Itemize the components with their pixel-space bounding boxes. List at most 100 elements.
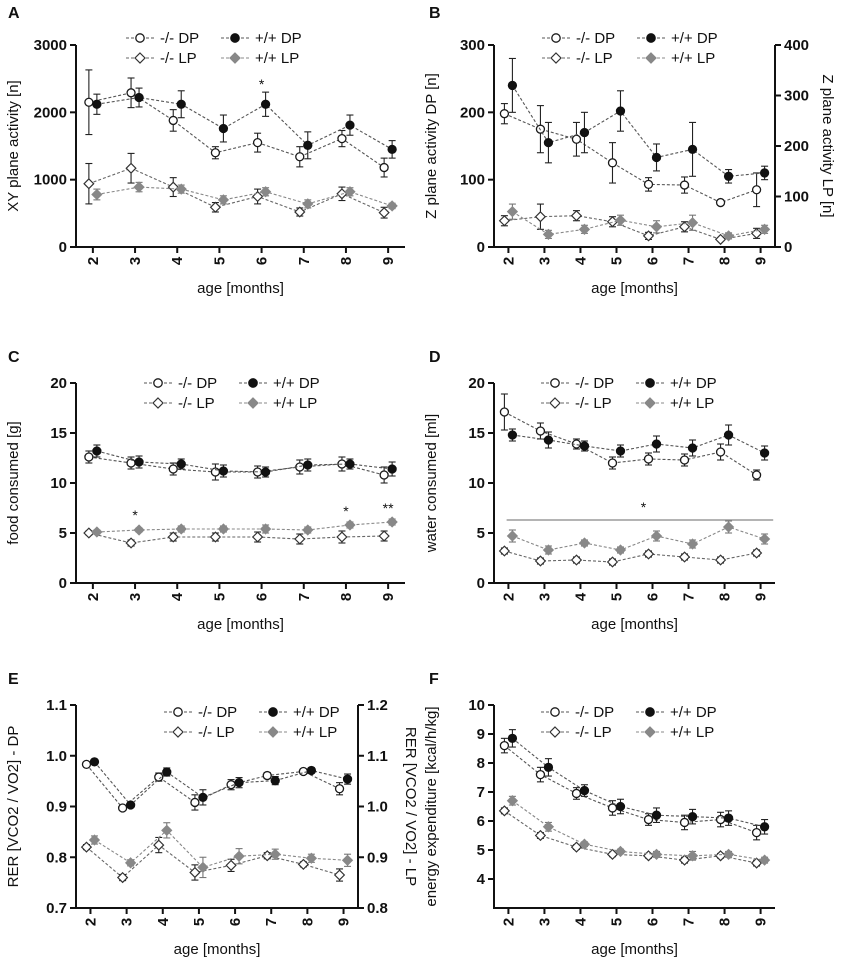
data-point (133, 524, 145, 536)
data-point (651, 810, 662, 820)
legend-marker (267, 726, 279, 738)
data-point (336, 531, 348, 543)
data-point (84, 452, 94, 462)
legend-marker (134, 52, 146, 64)
legend-marker (550, 378, 560, 388)
data-point (714, 850, 727, 862)
series-line (88, 532, 385, 544)
panel-label: A (8, 5, 20, 22)
data-point (571, 788, 582, 799)
legend-marker (550, 52, 562, 64)
data-point (678, 551, 691, 563)
series-line (96, 521, 393, 533)
chart-panel-f: F 4 5 6 7 8 9 10 2 3 4 5 6 7 8 9 age [months] energy expe… (423, 671, 775, 958)
x-axis-label: age [months] (591, 280, 678, 297)
x-tick-label: 9 (753, 257, 770, 265)
chart-panel-d: D 0 5 10 15 20 2 3 4 5 6 7 8 9 age [months] water consu… (423, 349, 775, 633)
data-point (345, 459, 355, 469)
data-point (615, 801, 626, 812)
series-wt-dp (92, 87, 397, 160)
data-point (643, 454, 654, 464)
series-line (96, 450, 393, 473)
panel-label: E (8, 671, 19, 688)
data-point (168, 115, 178, 126)
x-tick-label: 9 (380, 257, 397, 265)
series-line (512, 211, 765, 237)
data-point (506, 795, 519, 807)
series-line (512, 737, 765, 828)
y-tick-label: 20 (50, 375, 67, 392)
data-point (750, 547, 763, 559)
y-tick-label: 5 (59, 525, 67, 542)
data-point (751, 470, 762, 480)
x-tick-label: 4 (572, 256, 589, 265)
legend-marker (268, 707, 278, 717)
data-point (498, 215, 511, 227)
series-wt-dp (89, 757, 353, 810)
data-point (758, 854, 771, 866)
data-point (759, 822, 770, 832)
data-point (570, 210, 583, 222)
data-point (297, 858, 310, 871)
y-tick-label-right: 400 (784, 37, 809, 54)
data-point (759, 168, 770, 178)
legend: -/- DP +/+ DP -/- LP +/+ LP (164, 704, 340, 741)
data-point (168, 464, 178, 474)
data-point (686, 538, 699, 550)
data-point (643, 179, 654, 190)
x-axis-label: age [months] (591, 941, 678, 958)
data-point (92, 446, 102, 456)
legend-label: +/+ LP (670, 395, 714, 412)
x-tick-label: 6 (645, 257, 662, 265)
data-point (344, 519, 356, 531)
data-point (175, 183, 187, 195)
data-point (543, 435, 554, 445)
data-point (251, 531, 264, 543)
legend-marker (645, 378, 655, 388)
x-tick-label: 3 (536, 257, 553, 265)
data-point (260, 99, 271, 109)
data-point (579, 127, 590, 138)
x-axis-label: age [months] (197, 280, 284, 297)
data-point (607, 158, 618, 168)
data-point (210, 148, 221, 158)
data-point (614, 845, 627, 858)
data-point (116, 871, 129, 884)
x-tick-label: 8 (717, 918, 734, 926)
significance-mark: ** (383, 500, 394, 516)
data-point (578, 223, 591, 235)
data-point (678, 221, 691, 233)
series-ko-lp (498, 545, 763, 568)
data-point (651, 152, 662, 163)
data-point (686, 850, 699, 862)
x-axis-label: age [months] (591, 616, 678, 633)
legend-marker (153, 378, 163, 388)
chart-panel-b: B 0 100 200 300 0 100 200 300 400 2 3 4 5 6 7 8 9 age [mon… (423, 5, 836, 297)
data-point (686, 217, 699, 229)
significance-mark: * (259, 76, 265, 92)
data-point (715, 447, 726, 457)
data-point (341, 854, 354, 866)
y-tick-label: 5 (477, 842, 485, 859)
series-wt-dp (92, 444, 397, 478)
y-tick-label: 1.1 (46, 697, 67, 714)
series-wt-lp (506, 520, 771, 556)
data-point (344, 186, 356, 198)
data-point (578, 537, 591, 549)
legend-label: -/- LP (160, 50, 197, 67)
series-line (504, 113, 757, 204)
data-point (269, 848, 281, 860)
legend-marker (646, 33, 656, 43)
data-point (302, 524, 314, 536)
x-tick-label: 9 (336, 918, 353, 926)
x-tick-label: 2 (500, 918, 517, 926)
x-tick-label: 8 (717, 593, 734, 601)
y-tick-label: 10 (468, 475, 485, 492)
legend-label: +/+ DP (273, 375, 320, 392)
data-point (606, 848, 619, 860)
data-point (190, 797, 200, 808)
data-point (679, 455, 690, 465)
y-tick-label: 0.9 (46, 799, 67, 816)
x-tick-label: 3 (127, 257, 144, 265)
data-point (751, 185, 762, 195)
